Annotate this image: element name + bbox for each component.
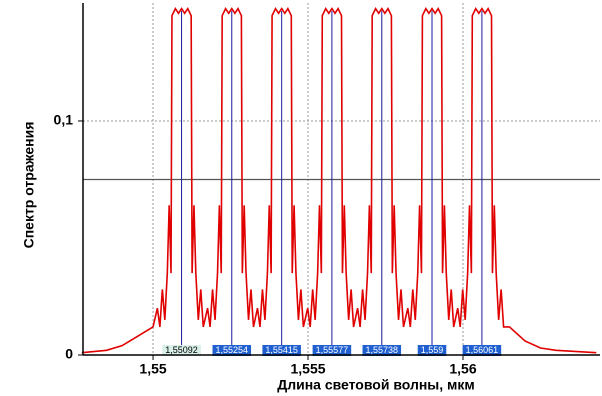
marker-label: 1,559 xyxy=(417,345,447,356)
marker-label-box xyxy=(417,345,447,356)
y-tick-label: 0,1 xyxy=(54,112,74,128)
marker-label-text: 1,55415 xyxy=(265,345,298,355)
marker-label-text: 1,55092 xyxy=(165,345,198,355)
marker-label-box xyxy=(212,345,252,356)
marker-label-text: 1,56061 xyxy=(466,345,499,355)
marker-label: 1,55092 xyxy=(162,345,201,356)
marker-label: 1,55415 xyxy=(262,345,301,356)
marker-label-box xyxy=(162,345,201,356)
x-tick-label: 1,55 xyxy=(139,361,166,377)
marker-label-box xyxy=(362,345,402,356)
x-axis-label: Длина световой волны, мкм xyxy=(277,377,475,393)
marker-label: 1,55577 xyxy=(312,345,352,356)
marker-label-box xyxy=(312,345,352,356)
marker-label-box xyxy=(262,345,301,356)
spectrum-line xyxy=(81,7,597,354)
marker-label-box xyxy=(462,345,502,356)
y-axis-label: Спектр отражения xyxy=(21,122,37,249)
marker-label-text: 1,55577 xyxy=(316,345,349,355)
x-tick-label: 1,56 xyxy=(449,361,476,377)
marker-label-text: 1,559 xyxy=(421,345,444,355)
marker-label-text: 1,55738 xyxy=(366,345,399,355)
y-tick-label: 0 xyxy=(65,346,73,362)
marker-label-text: 1,55254 xyxy=(216,345,249,355)
x-tick-label: 1,555 xyxy=(291,361,326,377)
marker-label: 1,55738 xyxy=(362,345,402,356)
marker-label: 1,55254 xyxy=(212,345,252,356)
marker-label: 1,56061 xyxy=(462,345,502,356)
